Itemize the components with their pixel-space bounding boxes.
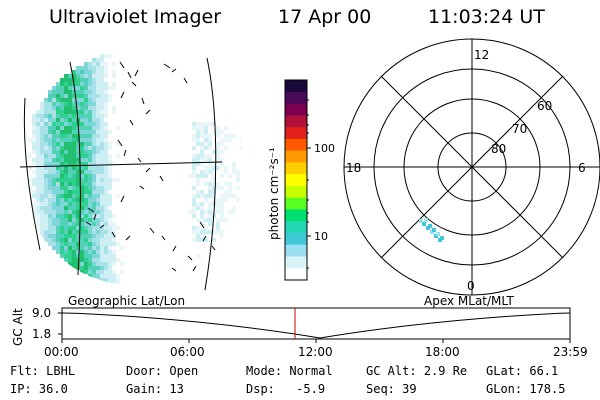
colorbar-cell: [285, 232, 307, 246]
polar-plot[interactable]: [343, 38, 600, 296]
colorbar-tick-10: 10: [314, 230, 328, 243]
timeline-xtick-1800: 18:00: [425, 345, 460, 359]
timeline-ytick-1-8: 1.8: [32, 327, 51, 341]
colorbar-cell: [285, 138, 307, 152]
timeline-ytick-9: 9.0: [32, 306, 51, 320]
color-scale-bar: [284, 79, 311, 281]
colorbar-cell: [285, 209, 307, 222]
lat-label-80: 80: [491, 142, 506, 156]
colorbar-unit-label: photon cm⁻²s⁻¹: [267, 147, 281, 240]
colorbar-cell: [285, 91, 307, 105]
polar-axis-diag2: [380, 75, 564, 259]
mlt-label-12: 12: [474, 48, 489, 62]
date-label: 17 Apr 00: [278, 6, 372, 28]
auroral-oval-emission: [419, 218, 444, 242]
colorbar-cell: [285, 197, 307, 210]
colorbar-cell: [285, 150, 307, 163]
limb-arc: [23, 97, 41, 251]
info-door: Door: Open: [126, 364, 199, 378]
timeline-xtick-2359: 23:59: [553, 345, 588, 359]
altitude-curve: [61, 312, 571, 339]
colorbar-cell: [285, 127, 307, 140]
colorbar-cell: [285, 256, 307, 269]
coastline-dashes: [85, 61, 216, 272]
info-gc-alt: GC Alt: 2.9 Re: [366, 364, 468, 378]
timeline-xtick-1200: 12:00: [298, 345, 333, 359]
earth-image[interactable]: [19, 54, 244, 291]
colorbar-cell: [285, 162, 307, 175]
colorbar-cell: [285, 268, 307, 281]
app-title: Ultraviolet Imager: [49, 6, 222, 28]
colorbar-cell: [285, 103, 307, 116]
timeline-xtick-0600: 06:00: [170, 345, 205, 359]
altitude-timeline[interactable]: [58, 307, 571, 343]
timeline-frame: [61, 307, 571, 340]
meridian-line-west: [69, 61, 81, 276]
mlt-label-6: 6: [578, 161, 586, 175]
time-label: 11:03:24 UT: [428, 6, 545, 28]
timeline-xtick-0000: 00:00: [44, 345, 79, 359]
colorbar-cell: [285, 244, 307, 257]
colorbar-cell: [285, 185, 307, 199]
colorbar-cell: [285, 80, 307, 93]
lat-label-70: 70: [512, 122, 527, 136]
colorbar-tick-100: 100: [314, 142, 335, 155]
info-seq: Seq: 39: [366, 382, 417, 396]
info-glon: GLon: 178.5: [486, 382, 566, 396]
info-flt: Flt: LBHL: [10, 364, 76, 378]
info-ip: IP: 36.0: [10, 382, 68, 396]
info-gain: Gain: 13: [126, 382, 184, 396]
info-dsp: Dsp: -5.9: [246, 382, 326, 396]
auroral-emission-pixels: [28, 54, 244, 285]
lat-label-60: 60: [537, 99, 552, 113]
info-mode: Mode: Normal: [246, 364, 333, 378]
timeline-left-label: Geographic Lat/Lon: [68, 294, 185, 308]
colorbar-cell: [285, 174, 307, 187]
colorbar-cell: [285, 115, 307, 128]
mlt-label-18: 18: [346, 161, 361, 175]
timeline-axis-title: GC Alt: [11, 308, 25, 346]
colorbar-cell: [285, 221, 307, 234]
mlt-label-0: 0: [467, 279, 475, 293]
timeline-right-label: Apex MLat/MLT: [424, 294, 514, 308]
meridian-line-east: [204, 57, 217, 291]
equator-line: [19, 161, 223, 168]
info-glat: GLat: 66.1: [486, 364, 559, 378]
